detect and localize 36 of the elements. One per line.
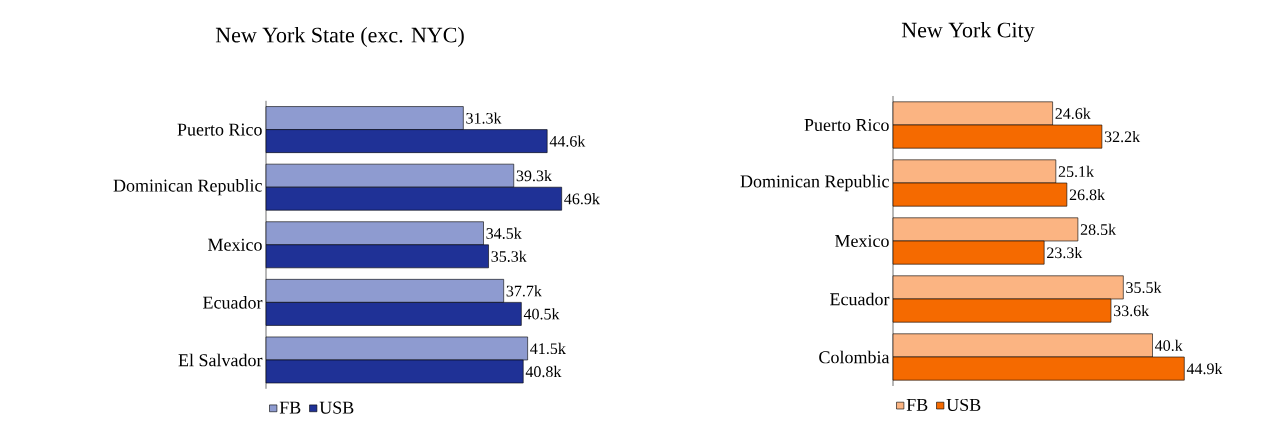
y-tick-label: Puerto Rico [804, 118, 889, 132]
data-label: 41.5k [530, 342, 566, 355]
data-label: 39.3k [516, 170, 552, 182]
data-label: 37.7k [506, 285, 542, 297]
data-label: 35.3k [491, 250, 527, 262]
y-tick-label: Dominican Republic [113, 179, 262, 196]
data-label: 25.1k [1058, 165, 1095, 178]
y-tick-label: Colombia [819, 350, 890, 364]
data-label: 34.5k [486, 227, 522, 239]
chart-title: New York State (exc. NYC) [215, 27, 464, 47]
data-label: 44.9k [1186, 362, 1223, 375]
data-label: 40.8k [525, 365, 562, 378]
data-label: 40.5k [523, 308, 560, 320]
y-tick-label: Ecuador [203, 296, 263, 309]
data-label: 31.3k [466, 112, 502, 124]
data-label: 46.9k [564, 193, 600, 205]
data-label: 24.6k [1055, 107, 1091, 120]
legend-label: FB [906, 398, 928, 411]
data-label: 33.6k [1113, 304, 1150, 317]
legend-label: USB [319, 401, 354, 414]
chart-title: New York City [901, 21, 1035, 42]
y-tick-label: El Salvador [178, 353, 263, 367]
data-label: 23.3k [1047, 246, 1083, 259]
y-tick-label: Mexico [208, 238, 262, 251]
data-label: 26.8k [1069, 188, 1106, 201]
y-tick-label: Mexico [835, 234, 889, 248]
data-label: 44.6k [549, 135, 586, 147]
data-label: 32.2k [1104, 130, 1141, 143]
y-tick-label: Dominican Republic [740, 174, 889, 192]
data-label: 28.5k [1080, 223, 1117, 236]
data-label: 40.k [1155, 339, 1183, 352]
y-tick-label: Puerto Rico [177, 123, 262, 136]
y-tick-label: Ecuador [830, 292, 890, 306]
data-label: 35.5k [1126, 281, 1162, 294]
legend-label: USB [946, 398, 981, 411]
legend-label: FB [279, 401, 301, 414]
